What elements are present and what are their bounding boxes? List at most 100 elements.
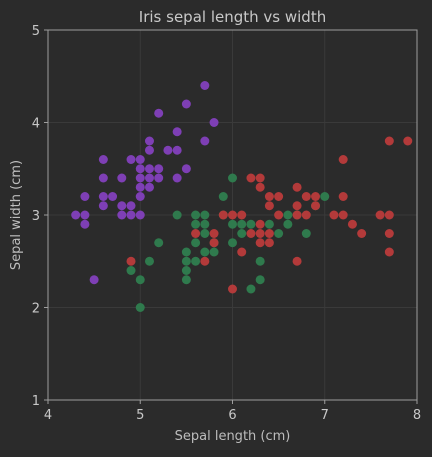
data-point-series-2 — [200, 247, 210, 257]
data-point-series-3 — [301, 192, 311, 201]
data-point-series-2 — [154, 238, 164, 248]
data-point-series-1 — [89, 275, 99, 285]
data-point-series-1 — [71, 210, 81, 220]
data-point-series-2 — [126, 266, 136, 275]
data-point-series-3 — [264, 229, 274, 238]
data-point-series-2 — [191, 210, 201, 220]
data-point-series-3 — [228, 284, 237, 294]
data-point-series-3 — [255, 229, 265, 238]
data-point-series-1 — [154, 108, 164, 118]
data-point-series-1 — [117, 173, 127, 183]
data-point-series-1 — [135, 182, 145, 192]
data-point-series-2 — [237, 219, 247, 229]
data-point-series-3 — [292, 256, 302, 266]
data-point-series-1 — [144, 173, 154, 183]
data-point-series-2 — [283, 219, 293, 229]
data-point-series-1 — [80, 210, 90, 220]
data-point-series-3 — [264, 238, 274, 248]
data-point-series-2 — [228, 219, 237, 229]
data-point-series-3 — [292, 201, 302, 211]
data-point-series-3 — [255, 238, 265, 248]
data-point-series-2 — [191, 256, 201, 266]
data-point-series-3 — [264, 192, 274, 201]
y-tick-label: 3 — [32, 209, 40, 224]
data-point-series-1 — [117, 201, 127, 211]
data-point-series-2 — [191, 219, 201, 229]
data-point-series-3 — [274, 210, 284, 220]
data-point-series-1 — [126, 201, 136, 211]
tick-labels: 4 5 6 7 8 1 2 3 4 5 — [32, 24, 421, 423]
data-point-series-1 — [144, 145, 154, 155]
data-point-series-3 — [357, 229, 367, 238]
y-tick-label: 1 — [32, 394, 40, 409]
data-point-series-2 — [301, 229, 311, 238]
data-point-series-1 — [200, 81, 210, 90]
data-point-series-3 — [338, 192, 348, 201]
data-point-series-3 — [191, 229, 201, 238]
axes — [44, 29, 418, 404]
data-point-series-2 — [191, 238, 201, 248]
data-point-series-3 — [375, 210, 385, 220]
data-point-series-1 — [135, 155, 145, 164]
data-point-series-3 — [255, 219, 265, 229]
x-tick-label: 5 — [136, 408, 144, 423]
data-point-series-2 — [255, 275, 265, 285]
data-point-series-3 — [347, 219, 357, 229]
data-point-series-3 — [264, 201, 274, 211]
data-point-series-3 — [228, 210, 237, 220]
data-point-series-2 — [264, 219, 274, 229]
data-point-series-1 — [135, 173, 145, 183]
y-tick-label: 5 — [32, 24, 40, 39]
data-point-series-1 — [181, 99, 191, 109]
data-point-series-1 — [200, 136, 210, 146]
data-point-series-1 — [98, 155, 108, 164]
data-point-series-2 — [246, 219, 256, 229]
data-point-series-1 — [98, 192, 108, 201]
data-point-series-2 — [237, 229, 247, 238]
data-point-series-1 — [144, 136, 154, 146]
data-point-series-2 — [181, 247, 191, 257]
data-point-series-1 — [98, 201, 108, 211]
y-tick-label: 2 — [32, 302, 40, 317]
data-point-series-2 — [181, 256, 191, 266]
data-point-series-3 — [292, 210, 302, 220]
data-point-series-3 — [384, 210, 394, 220]
data-point-series-1 — [172, 127, 182, 137]
data-point-series-3 — [218, 210, 228, 220]
data-points — [71, 81, 413, 312]
data-point-series-2 — [135, 275, 145, 285]
data-point-series-2 — [200, 219, 210, 229]
data-point-series-1 — [172, 145, 182, 155]
data-point-series-3 — [209, 229, 219, 238]
data-point-series-1 — [144, 164, 154, 174]
data-point-series-3 — [384, 136, 394, 146]
data-point-series-1 — [80, 192, 90, 201]
data-point-series-1 — [154, 173, 164, 183]
data-point-series-1 — [98, 173, 108, 183]
data-point-series-3 — [246, 229, 256, 238]
data-point-series-3 — [301, 210, 311, 220]
y-tick-label: 4 — [32, 117, 40, 132]
data-point-series-1 — [154, 164, 164, 174]
data-point-series-3 — [255, 182, 265, 192]
data-point-series-3 — [403, 136, 413, 146]
data-point-series-1 — [135, 210, 145, 220]
data-point-series-3 — [329, 210, 339, 220]
data-point-series-3 — [311, 201, 321, 211]
data-point-series-3 — [384, 229, 394, 238]
data-point-series-2 — [172, 210, 182, 220]
data-point-series-2 — [181, 275, 191, 285]
data-point-series-3 — [292, 182, 302, 192]
data-point-series-2 — [181, 266, 191, 275]
data-point-series-1 — [181, 164, 191, 174]
data-point-series-1 — [80, 219, 90, 229]
data-point-series-3 — [209, 238, 219, 248]
data-point-series-1 — [135, 164, 145, 174]
data-point-series-2 — [135, 303, 145, 312]
data-point-series-2 — [246, 284, 256, 294]
data-point-series-1 — [126, 210, 136, 220]
data-point-series-3 — [274, 192, 284, 201]
